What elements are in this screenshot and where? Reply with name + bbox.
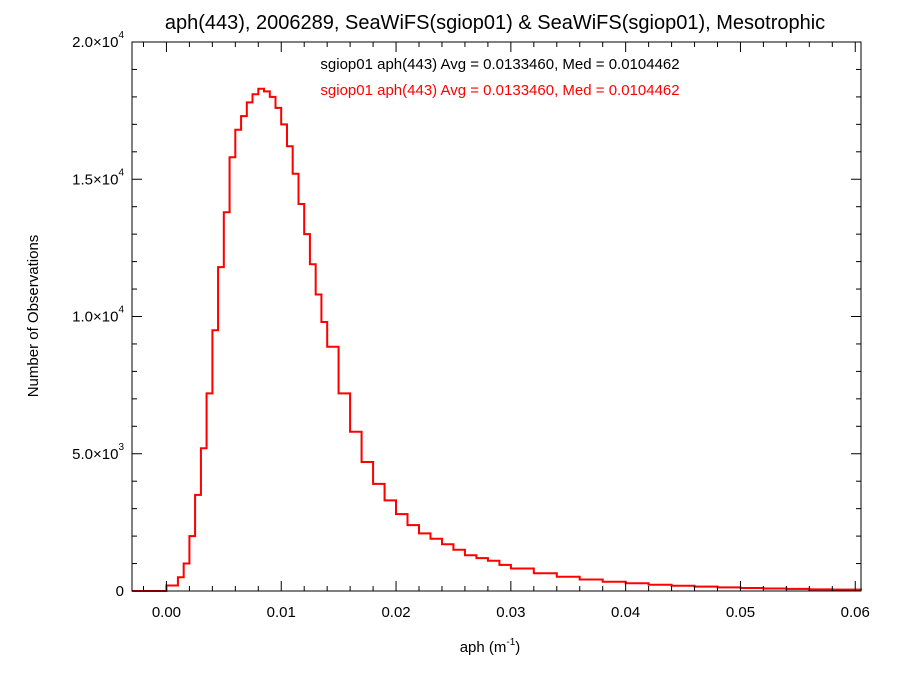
x-axis: 0.00 0.01 0.02 0.03 0.04 0.05 0.06 [142, 42, 870, 621]
x-tick-label: 0.04 [611, 604, 640, 621]
series-layer [132, 87, 862, 592]
y-tick-label: 2.0×104 [72, 30, 124, 51]
y-tick-label: 5.0×103 [72, 442, 124, 463]
y-tick-label: 1.0×104 [72, 305, 124, 326]
series-0-histogram [132, 87, 862, 592]
x-tick-label: 0.03 [496, 604, 525, 621]
y-tick-label: 1.5×104 [72, 167, 124, 188]
y-axis-label: Number of Observations [25, 235, 42, 398]
annotation-red: sgiop01 aph(443) Avg = 0.0133460, Med = … [320, 82, 679, 99]
x-tick-label: 0.02 [381, 604, 410, 621]
y-axis: 0 5.0×103 1.0×104 1.5×104 2.0×104 [72, 30, 861, 600]
series-1-histogram [132, 87, 862, 592]
x-axis-label: aph (m-1) [460, 637, 521, 656]
x-tick-label: 0.05 [726, 604, 755, 621]
x-tick-label: 0.01 [267, 604, 296, 621]
y-tick-label: 0 [116, 583, 124, 600]
annotation-black: sgiop01 aph(443) Avg = 0.0133460, Med = … [320, 56, 679, 73]
chart-title: aph(443), 2006289, SeaWiFS(sgiop01) & Se… [165, 12, 825, 34]
x-tick-label: 0.00 [152, 604, 181, 621]
x-tick-label: 0.06 [841, 604, 870, 621]
